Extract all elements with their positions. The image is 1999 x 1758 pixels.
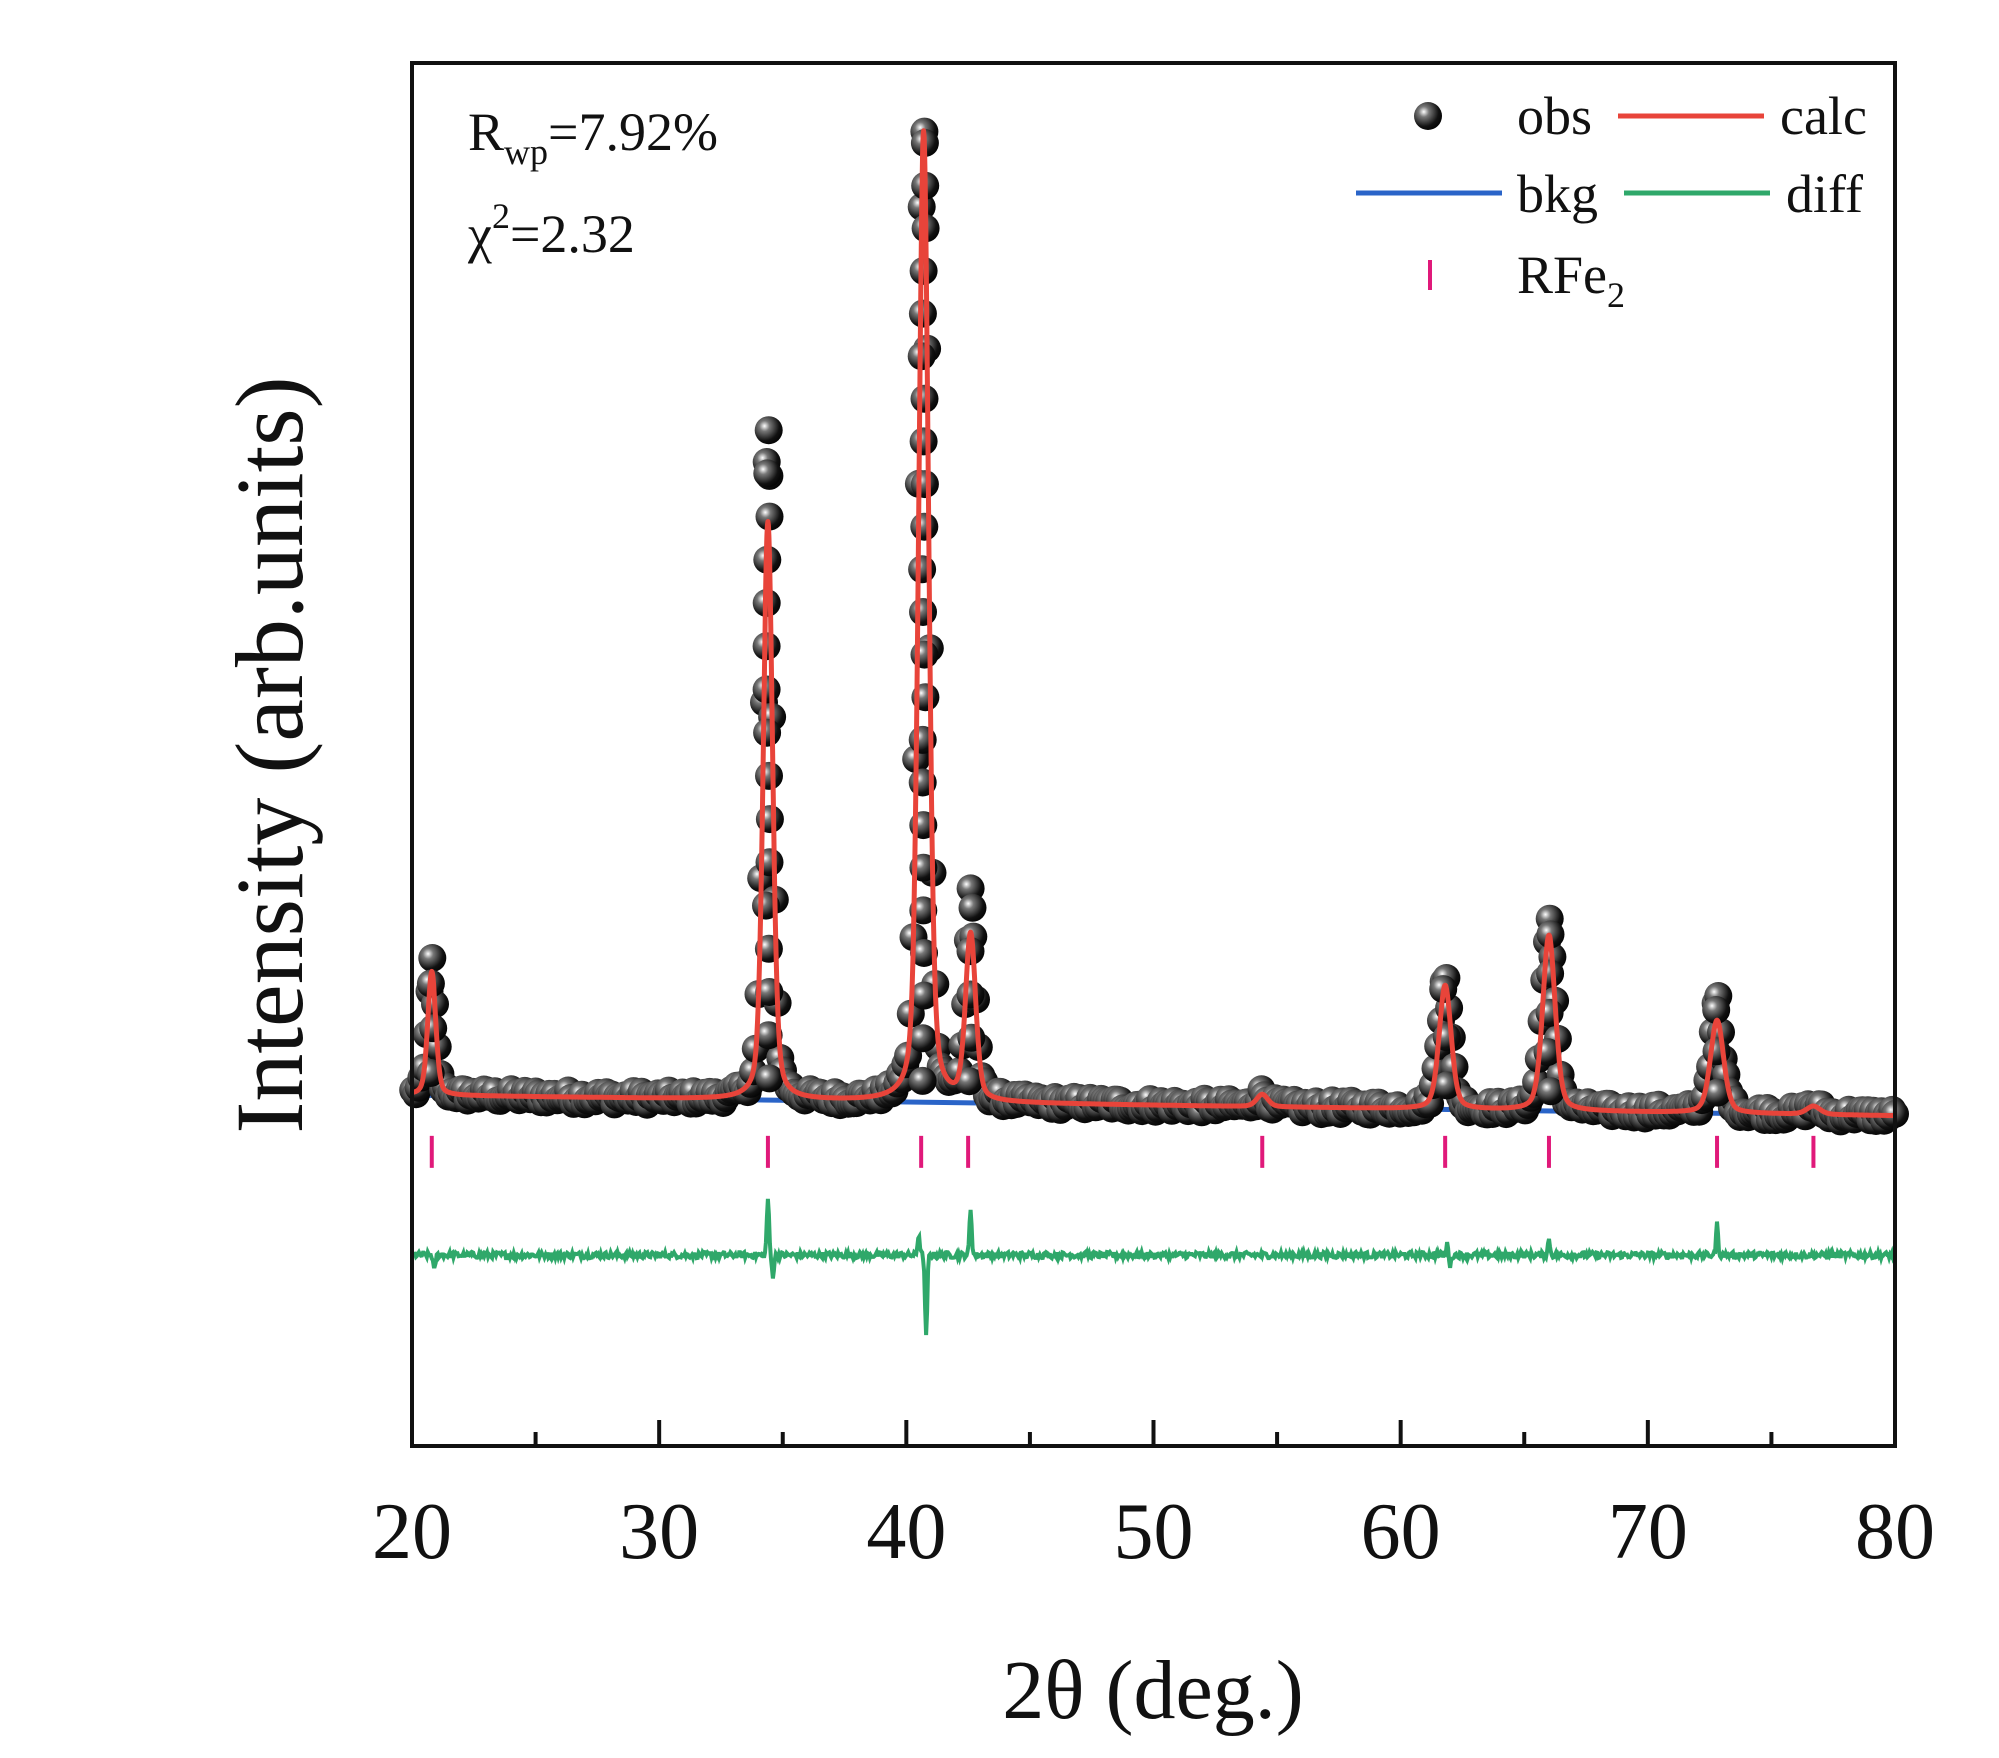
obs-point: [908, 1024, 937, 1053]
obs-point: [908, 1066, 937, 1095]
obs-point: [755, 761, 783, 790]
obs-point: [910, 640, 939, 669]
x-tick-label: 30: [619, 1488, 699, 1576]
x-tick-label: 80: [1855, 1488, 1935, 1576]
y-axis-title: Intensity (arb.units): [216, 376, 323, 1133]
obs-point: [755, 502, 784, 531]
obs-point: [909, 598, 937, 626]
obs-point: [908, 555, 937, 584]
obs-point: [1703, 1078, 1732, 1107]
obs-point: [910, 981, 939, 1010]
x-axis-title: 2θ (deg.): [1002, 1644, 1303, 1737]
obs-point: [910, 470, 939, 499]
obs-point: [958, 893, 987, 922]
obs-point: [753, 459, 782, 488]
obs-point: [909, 427, 938, 456]
rwp-annotation: Rwp=7.92%: [468, 102, 718, 172]
x-tick-label: 70: [1608, 1488, 1688, 1576]
obs-point: [755, 1064, 784, 1093]
x-tick-label: 60: [1361, 1488, 1441, 1576]
chi-square-annotation: χ2=2.32: [467, 196, 635, 264]
obs-point: [909, 256, 938, 285]
legend-rfe2-label: RFe2: [1517, 245, 1625, 315]
obs-point: [753, 718, 782, 747]
diff-line: [410, 1198, 1896, 1336]
obs-point: [910, 384, 939, 413]
plot-frame: [410, 61, 1897, 1448]
obs-point: [754, 416, 783, 445]
obs-point: [955, 1067, 984, 1096]
legend-obs-marker: [1414, 102, 1442, 130]
obs-point: [418, 944, 447, 972]
x-axis-ticks: 20 30 40 50 60 70 80: [372, 1420, 1935, 1576]
difference-series: [410, 1198, 1896, 1336]
obs-point: [1536, 1077, 1565, 1106]
legend-obs-label: obs: [1517, 86, 1592, 146]
x-tick-label: 50: [1114, 1488, 1194, 1576]
obs-point: [1702, 996, 1731, 1024]
legend-calc-label: calc: [1780, 86, 1867, 146]
obs-point: [910, 939, 938, 967]
calc-line: [410, 128, 1897, 1119]
legend: obs calc bkg diff RFe2: [1356, 86, 1867, 315]
obs-point: [956, 980, 985, 1009]
obs-point: [754, 1021, 783, 1050]
reflection-markers: [429, 1135, 1816, 1168]
x-tick-label: 20: [372, 1488, 452, 1576]
legend-diff-label: diff: [1786, 164, 1863, 224]
calculated-series: [410, 128, 1897, 1119]
legend-bkg-label: bkg: [1517, 164, 1598, 224]
observed-points: [399, 117, 1909, 1136]
x-tick-label: 40: [866, 1488, 946, 1576]
obs-point: [910, 512, 939, 541]
